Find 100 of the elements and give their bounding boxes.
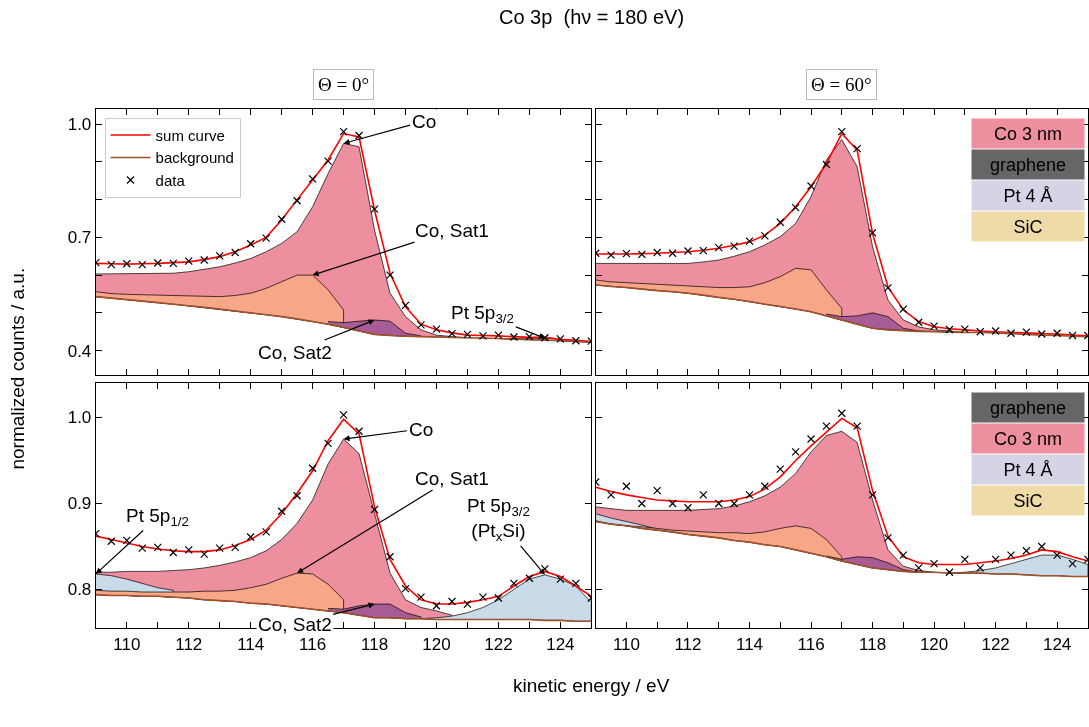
chart-subtitle: Θ = 0° <box>318 74 370 95</box>
point <box>571 336 580 345</box>
point <box>714 499 723 508</box>
point <box>1053 329 1062 338</box>
point <box>169 259 178 268</box>
point <box>509 332 518 342</box>
point <box>714 243 723 252</box>
legend-label: data <box>155 171 186 189</box>
point <box>745 490 754 499</box>
point <box>509 579 518 588</box>
point <box>960 324 969 334</box>
chart-title: Co 3p (hν = 180 eV) <box>499 6 685 28</box>
point <box>837 127 846 136</box>
point <box>745 237 754 246</box>
point <box>308 174 317 183</box>
annotation: SiC <box>1013 216 1043 237</box>
annotation: Co 3 nm <box>993 428 1063 449</box>
point <box>822 422 831 431</box>
point <box>184 257 193 266</box>
y-tick-label: 1.0 <box>67 408 92 428</box>
picture-layer-stack: Pt 4 Å <box>971 180 1085 211</box>
annotation: Pt 5p$_{3/2}$ (Pt$_{x}$Si) <box>467 495 530 544</box>
point <box>991 555 1000 564</box>
x-tick-label: 118 <box>361 634 389 654</box>
y-tick-label: 0.9 <box>67 494 92 514</box>
annotation: Co, Sat1 <box>415 220 489 241</box>
y-tick-label: 0.7 <box>67 228 92 248</box>
picture-layer-stack: graphene <box>971 392 1085 423</box>
point <box>699 490 708 499</box>
point <box>929 321 939 331</box>
point <box>1037 542 1046 551</box>
picture-layer-stack: Co 3 nm <box>971 118 1085 149</box>
point <box>494 593 503 603</box>
annotation: SiC <box>1013 490 1043 511</box>
annotation: Pt 5p$_{3/2}$ <box>451 302 514 326</box>
point <box>806 181 816 191</box>
x-tick-label: 116 <box>299 634 327 654</box>
point <box>153 258 162 268</box>
point <box>540 564 549 573</box>
point <box>776 218 785 227</box>
point <box>262 234 271 243</box>
point <box>401 301 410 310</box>
point <box>730 499 739 508</box>
annotation: Co, Sat2 <box>258 342 332 363</box>
point <box>463 330 472 339</box>
picture-layer-stack: SiC <box>971 485 1085 516</box>
x-tick-label: 114 <box>237 634 265 654</box>
point <box>1022 328 1031 337</box>
x-tick-label: 116 <box>797 634 825 654</box>
point <box>683 503 693 512</box>
point <box>806 434 816 444</box>
point <box>883 283 893 293</box>
x-tick-label: 112 <box>175 634 203 654</box>
point <box>883 533 893 542</box>
point <box>370 204 379 214</box>
x-tick-label: 114 <box>735 634 764 654</box>
annotation: Co 3 nm <box>993 123 1063 144</box>
point <box>899 550 908 560</box>
point <box>293 196 302 205</box>
legend-label: background <box>155 149 234 167</box>
y-tick-label: 1.0 <box>67 115 92 135</box>
point <box>153 543 162 552</box>
point <box>262 527 271 536</box>
point <box>293 491 302 500</box>
annotation: graphene <box>989 154 1067 175</box>
legend-label: sum curve <box>155 126 225 144</box>
annotation: Co <box>412 111 437 132</box>
point <box>215 251 224 260</box>
picture-layer-stack: graphene <box>971 149 1085 180</box>
point <box>200 550 209 559</box>
x-tick-label: 118 <box>859 634 887 654</box>
point <box>668 499 677 508</box>
x-tick-label: 124 <box>546 634 575 654</box>
point <box>556 575 565 584</box>
x-tick-label: 124 <box>1042 634 1072 654</box>
point <box>914 318 923 327</box>
point <box>1006 329 1016 338</box>
x-tick-label: 122 <box>484 634 513 654</box>
point <box>945 568 954 577</box>
point <box>169 548 178 557</box>
point <box>1068 331 1077 340</box>
point <box>339 127 348 136</box>
point <box>929 559 939 568</box>
point <box>1006 550 1016 560</box>
point <box>914 563 923 573</box>
point <box>122 536 131 545</box>
point <box>215 544 224 553</box>
point <box>853 422 862 431</box>
point <box>1068 559 1077 568</box>
point <box>791 203 800 212</box>
picture-layer-stack: Co 3 nm <box>971 423 1085 454</box>
point <box>370 505 379 514</box>
y-tick-label: 0.8 <box>67 580 92 600</box>
annotation: graphene <box>989 397 1067 418</box>
point <box>200 255 209 265</box>
point <box>1053 550 1062 560</box>
annotation: Co <box>409 419 434 440</box>
point <box>899 304 908 314</box>
point <box>606 251 616 260</box>
point <box>463 599 472 609</box>
